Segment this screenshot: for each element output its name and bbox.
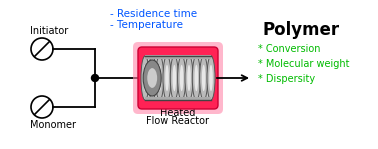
Ellipse shape (147, 68, 157, 88)
Bar (145, 97, 211, 101)
Ellipse shape (158, 65, 161, 91)
Bar (145, 55, 211, 59)
Ellipse shape (180, 65, 183, 91)
Text: Monomer: Monomer (30, 120, 76, 130)
Text: - Temperature: - Temperature (110, 20, 183, 30)
Ellipse shape (192, 56, 200, 100)
Ellipse shape (163, 56, 171, 100)
Ellipse shape (209, 65, 213, 91)
Ellipse shape (200, 56, 208, 100)
Ellipse shape (165, 65, 169, 91)
Ellipse shape (143, 60, 161, 96)
Ellipse shape (156, 56, 164, 100)
Bar (145, 58, 211, 98)
Text: * Conversion: * Conversion (258, 44, 321, 54)
Ellipse shape (150, 65, 154, 91)
Text: * Dispersity: * Dispersity (258, 74, 315, 84)
Ellipse shape (172, 65, 176, 91)
Ellipse shape (202, 65, 206, 91)
Ellipse shape (207, 56, 215, 100)
Ellipse shape (185, 56, 193, 100)
Ellipse shape (170, 56, 178, 100)
Text: - Residence time: - Residence time (110, 9, 197, 19)
Circle shape (91, 74, 99, 82)
Ellipse shape (187, 65, 191, 91)
FancyBboxPatch shape (133, 42, 223, 114)
Ellipse shape (178, 56, 186, 100)
Text: Heated: Heated (160, 108, 196, 118)
Ellipse shape (141, 56, 149, 100)
Text: * Molecular weight: * Molecular weight (258, 59, 350, 69)
Ellipse shape (148, 56, 156, 100)
FancyBboxPatch shape (138, 47, 218, 109)
Text: Polymer: Polymer (262, 21, 339, 39)
Ellipse shape (195, 65, 198, 91)
Ellipse shape (143, 65, 147, 91)
Text: Initiator: Initiator (30, 26, 68, 36)
Text: Flow Reactor: Flow Reactor (147, 116, 209, 126)
